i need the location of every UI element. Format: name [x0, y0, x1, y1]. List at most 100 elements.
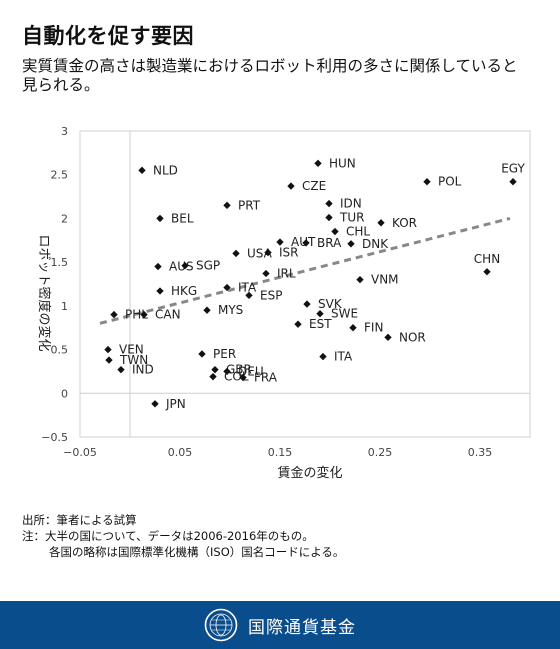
data-point-label: ISR	[279, 246, 299, 260]
data-point-label: FIN	[364, 321, 383, 335]
page-title: 自動化を促す要因	[22, 24, 194, 48]
y-tick-label: 2	[61, 212, 68, 225]
footer-bar: 国際通貨基金	[0, 601, 560, 649]
page-subtitle: 実質賃金の高さは製造業におけるロボット利用の多さに関係していると見られる。	[22, 57, 518, 94]
y-tick-label: 0.5	[51, 344, 69, 357]
data-point-label: NLD	[153, 163, 178, 177]
data-point-label: ITA	[238, 280, 257, 294]
data-point	[423, 178, 431, 186]
data-point-label: HUN	[329, 156, 356, 170]
data-point-label: NOR	[399, 330, 426, 344]
x-tick-label: 0.05	[168, 446, 193, 459]
data-point	[325, 213, 333, 222]
data-point-label: SVK	[318, 297, 343, 311]
source-note: 出所：筆者による試算	[22, 513, 137, 527]
data-point-label: PHL	[125, 308, 148, 322]
y-tick-label: 1.5	[51, 256, 69, 269]
y-tick-label: 2.5	[51, 169, 69, 182]
data-point	[154, 262, 162, 271]
data-point	[509, 178, 517, 186]
data-point	[316, 310, 324, 318]
data-point-label: TUR	[339, 211, 364, 225]
organization-name: 国際通貨基金	[248, 617, 356, 638]
data-point-label: GBR	[226, 363, 252, 377]
data-point	[110, 310, 118, 319]
scatter-chart: −0.5 0 0.5 1 1.5 2 2.5 3 −0.05 0.05 0.15 0.25 0.35 N…	[36, 125, 531, 481]
data-point	[209, 372, 217, 381]
data-point-label: KOR	[392, 216, 417, 230]
data-point	[198, 350, 206, 358]
iso-note: 各国の略称は国際標準化機構（ISO）国名コードによる。	[49, 545, 345, 559]
x-tick-label: −0.05	[63, 446, 97, 459]
data-point	[223, 283, 231, 292]
data-point	[319, 352, 327, 361]
data-point	[325, 199, 333, 208]
data-point	[303, 300, 311, 308]
x-tick-label: 0.15	[268, 446, 293, 459]
trend-line	[99, 216, 511, 325]
data-point-label: IND	[132, 363, 154, 377]
y-tick-label: −0.5	[41, 431, 68, 444]
data-point-label: IRL	[277, 267, 296, 281]
plot-area	[79, 130, 531, 438]
data-point	[347, 240, 355, 248]
data-point	[314, 159, 322, 168]
data-point	[331, 227, 339, 236]
data-note: 注：大半の国について、データは2006-2016年のもの。	[22, 529, 314, 543]
data-point-label: HKG	[171, 284, 197, 298]
data-point-label: VNM	[371, 273, 399, 287]
data-point	[356, 275, 364, 284]
data-point-label: BEL	[171, 211, 194, 225]
data-point	[104, 345, 112, 354]
data-point	[223, 201, 231, 209]
data-point-label: CHN	[474, 252, 500, 266]
data-point-label: USA	[247, 246, 273, 260]
data-point	[151, 400, 159, 408]
data-point	[294, 320, 302, 328]
data-point	[384, 333, 392, 342]
data-point-label: DNK	[362, 237, 389, 251]
data-point-label: FRA	[254, 371, 278, 385]
data-point-label: VEN	[119, 343, 144, 357]
data-point-label: IDN	[340, 197, 362, 211]
data-point-label: SWE	[331, 307, 358, 321]
data-point	[203, 306, 211, 314]
y-axis-label: ロボット密度の変化	[36, 234, 52, 351]
data-point-label: EST	[309, 317, 332, 331]
data-point-label: AUS	[169, 260, 194, 274]
data-point	[232, 249, 240, 258]
data-point-label: BRA	[317, 236, 342, 250]
data-point	[262, 269, 270, 278]
y-tick-label: 3	[61, 125, 68, 138]
data-point	[140, 310, 148, 319]
imf-seal-icon	[204, 608, 238, 642]
data-point	[276, 238, 284, 246]
data-point-label: SGP	[196, 259, 220, 273]
data-point	[156, 287, 164, 295]
data-point	[105, 356, 113, 364]
data-point-label: PER	[213, 347, 236, 361]
data-point-label: MYS	[218, 303, 243, 317]
data-point	[377, 219, 385, 227]
data-point	[181, 261, 189, 270]
data-point-label: EGY	[501, 162, 525, 176]
data-point-label: ESP	[260, 288, 282, 302]
x-axis-label: 賃金の変化	[277, 465, 342, 481]
data-point-label: CAN	[155, 308, 181, 322]
data-point	[138, 166, 146, 175]
data-point-label: JPN	[165, 397, 186, 411]
data-point-label: TWN	[119, 353, 148, 367]
data-point-label: POL	[438, 175, 462, 189]
y-tick-label: 0	[61, 387, 68, 400]
data-point-label: CHL	[346, 225, 370, 239]
x-tick-label: 0.25	[368, 446, 393, 459]
data-point	[483, 268, 491, 276]
data-point-label: ITA	[334, 350, 353, 364]
data-point	[117, 366, 125, 374]
data-point-label: PRT	[238, 198, 261, 212]
data-point	[211, 366, 219, 374]
x-tick-label: 0.35	[468, 446, 493, 459]
data-point	[287, 182, 295, 190]
data-point	[156, 214, 164, 223]
data-point-label: DEU	[238, 364, 264, 378]
